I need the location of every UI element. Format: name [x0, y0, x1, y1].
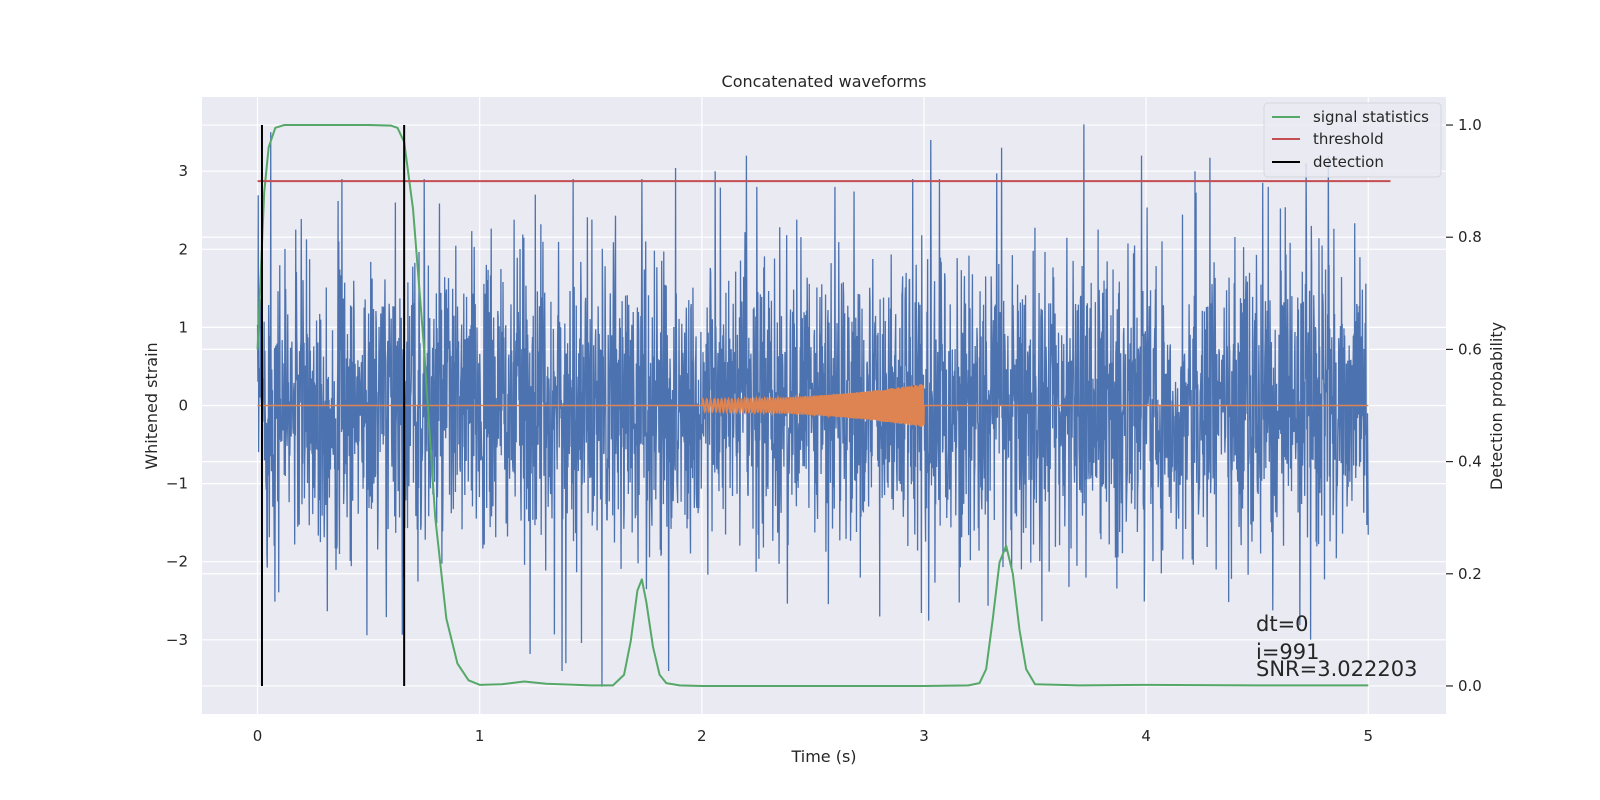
y-right-axis-label: Detection probability — [1487, 322, 1506, 490]
legend: signal statistics threshold detection — [1263, 102, 1442, 178]
injected-signal-series — [257, 384, 1369, 427]
y-right-tick-label-3: 0.6 — [1458, 340, 1482, 358]
x-axis-label: Time (s) — [790, 747, 856, 766]
y-left-tick-label-5: 2 — [178, 240, 188, 258]
legend-label-threshold: threshold — [1313, 130, 1384, 148]
y-right-tick-label-5: 1.0 — [1458, 116, 1482, 134]
legend-label-detection: detection — [1313, 153, 1384, 171]
y-right-tick-label-4: 0.8 — [1458, 228, 1482, 246]
chart-title: Concatenated waveforms — [722, 72, 927, 91]
y-left-axis-label: Whitened strain — [142, 342, 161, 469]
x-tick-label-5: 5 — [1363, 727, 1373, 745]
y-left-axis-ticks: −3 −2 −1 0 1 2 3 — [166, 162, 188, 649]
y-left-tick-label-2: −1 — [166, 475, 188, 493]
x-tick-label-1: 1 — [475, 727, 485, 745]
signal-statistics-series — [256, 124, 1369, 687]
y-left-tick-label-3: 0 — [178, 397, 188, 415]
y-right-axis-ticks: 0.0 0.2 0.4 0.6 0.8 1.0 — [1446, 116, 1482, 695]
signal-statistics-line — [256, 124, 1369, 687]
y-left-tick-label-6: 3 — [178, 162, 188, 180]
y-left-tick-label-4: 1 — [178, 318, 188, 336]
x-axis-ticks: 0 1 2 3 4 5 — [253, 727, 1373, 745]
x-tick-label-4: 4 — [1141, 727, 1151, 745]
y-right-tick-label-1: 0.2 — [1458, 565, 1482, 583]
x-tick-label-3: 3 — [919, 727, 929, 745]
annotation-index: i=991 — [1256, 640, 1320, 664]
annotation-dt: dt=0 — [1256, 612, 1309, 636]
injected-signal-chirp — [700, 384, 925, 427]
y-right-tick-label-0: 0.0 — [1458, 677, 1482, 695]
y-left-tick-label-1: −2 — [166, 553, 188, 571]
x-tick-label-2: 2 — [697, 727, 707, 745]
legend-label-signal-statistics: signal statistics — [1313, 108, 1429, 126]
y-left-tick-label-0: −3 — [166, 631, 188, 649]
x-tick-label-0: 0 — [253, 727, 263, 745]
annotation-snr: SNR=3.022203 — [1256, 657, 1417, 681]
legend-box — [1263, 102, 1442, 178]
y-right-tick-label-2: 0.4 — [1458, 453, 1482, 471]
detection-series — [260, 125, 406, 686]
plot-content — [256, 124, 1391, 687]
